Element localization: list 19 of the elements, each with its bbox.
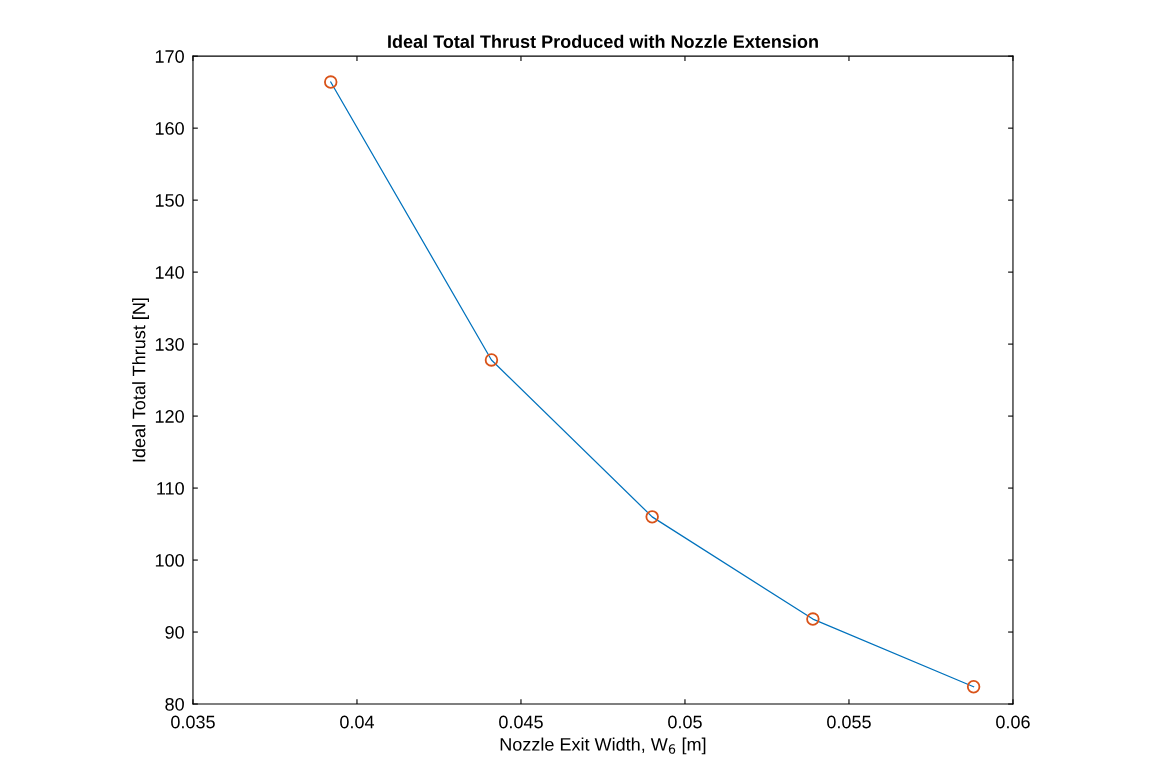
y-tick-label: 120 xyxy=(155,410,184,423)
x-tick-label: 0.055 xyxy=(827,715,871,729)
x-axis-title: Nozzle Exit Width, W$_{6}$ [m] xyxy=(500,737,706,755)
y-tick-label: 140 xyxy=(155,266,184,279)
y-tick-label: 150 xyxy=(155,194,184,207)
y-tick-label: 160 xyxy=(155,122,184,135)
y-tick-label: 170 xyxy=(155,50,184,63)
x-tick-label: 0.035 xyxy=(171,715,215,729)
y-tick-label: 80 xyxy=(165,697,184,711)
x-tick-label: 0.06 xyxy=(996,715,1030,729)
chart-title: Ideal Total Thrust Produced with Nozzle Extension xyxy=(388,34,818,48)
y-tick-label: 100 xyxy=(155,553,184,567)
y-tick-label: 110 xyxy=(157,482,184,495)
y-tick-label: 130 xyxy=(155,338,184,351)
x-tick-label: 0.045 xyxy=(499,715,543,729)
x-tick-label: 0.05 xyxy=(668,715,702,729)
y-axis-title: Ideal Total Thrust [N] xyxy=(132,298,149,462)
x-tick-label: 0.04 xyxy=(340,715,375,729)
y-tick-label: 90 xyxy=(165,625,184,639)
